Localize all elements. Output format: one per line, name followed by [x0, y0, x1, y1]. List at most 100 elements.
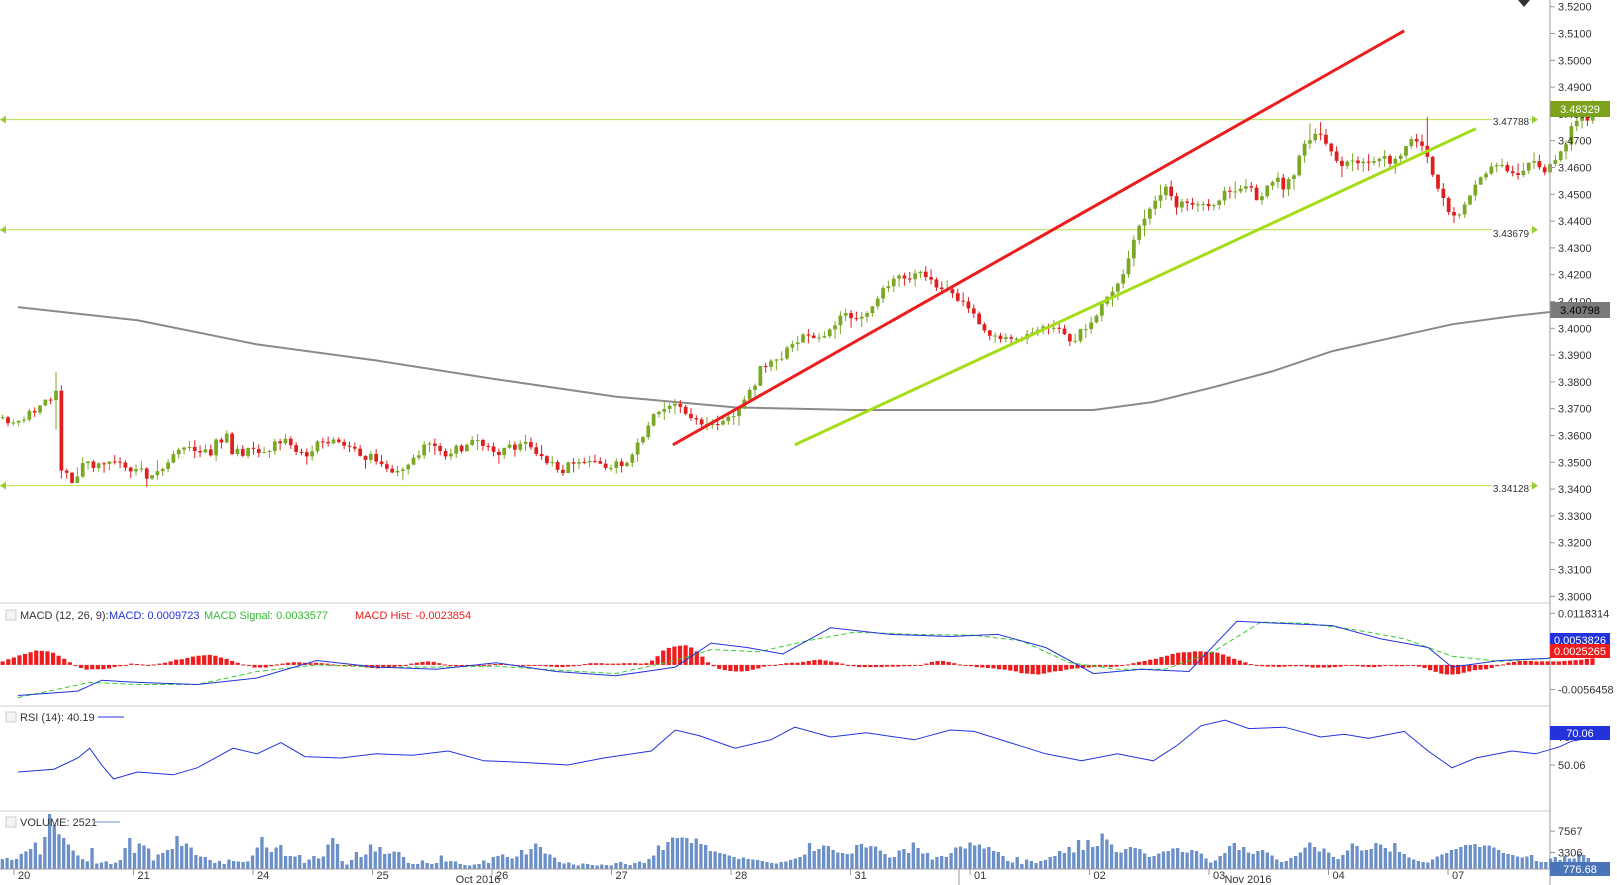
volume-bar [892, 857, 897, 869]
candle-body [304, 452, 309, 457]
volume-bar [1194, 851, 1199, 869]
volume-bar [250, 855, 255, 869]
collapse-box-icon[interactable] [5, 711, 17, 723]
volume-bar [1402, 854, 1406, 869]
macd-histogram-bar [1579, 659, 1584, 665]
volume-bar [1492, 847, 1496, 869]
candle-body [1254, 187, 1259, 201]
volume-bar [840, 853, 845, 869]
macd-histogram-bar [683, 645, 688, 665]
volume-bar [411, 864, 415, 869]
macd-histogram-bar [1461, 664, 1466, 673]
macd-histogram-bar [823, 660, 828, 665]
level-left-arrow-icon [0, 225, 6, 234]
volume-bar [1279, 862, 1284, 869]
volume-bar [1322, 848, 1326, 869]
candle-body [1137, 225, 1142, 240]
volume-bar [897, 850, 901, 869]
candle-body [1009, 337, 1013, 339]
macd-histogram-bar [1064, 664, 1069, 670]
candle-body [470, 440, 475, 445]
candle-body [657, 411, 661, 415]
macd-histogram-bar [946, 661, 951, 665]
volume-bar [496, 856, 500, 869]
candle-body [1212, 205, 1216, 207]
volume-bar [335, 844, 340, 869]
horizontal-levels[interactable] [0, 115, 1538, 490]
trendlines[interactable] [672, 29, 1477, 447]
macd-histogram-bar [1237, 660, 1242, 665]
volume-bar [982, 848, 986, 869]
volume-bar [1421, 862, 1425, 869]
chart-menu-chevron-down-icon[interactable] [1518, 0, 1530, 7]
candle-body [1345, 161, 1350, 166]
volume-bar [1449, 850, 1454, 869]
macd-histogram-bar [151, 664, 156, 666]
volume-bar [1298, 852, 1303, 869]
candle-body [1446, 198, 1451, 212]
macd-histogram-bar [123, 664, 128, 666]
macd-histogram-bar [521, 664, 526, 666]
volume-bar [326, 844, 330, 869]
macd-histogram-bar [1153, 658, 1158, 665]
volume-bar [670, 837, 675, 869]
volume-bar [864, 847, 868, 869]
candle-body [230, 433, 234, 454]
macd-histogram-bar [1148, 659, 1153, 665]
macd-histogram-bar [1103, 664, 1108, 667]
candle-body [918, 271, 923, 274]
volume-bars [0, 814, 1595, 869]
volume-bar [147, 848, 151, 869]
macd-histogram-bar [1013, 664, 1018, 672]
macd-histogram-bar [1131, 663, 1136, 665]
volume-bar [1171, 848, 1175, 869]
macd-histogram-bar [62, 658, 67, 665]
macd-histogram-bar [241, 664, 246, 666]
volume-bar [699, 844, 703, 869]
volume-bar [1364, 850, 1369, 869]
volume-bar [175, 836, 179, 869]
collapse-box-icon[interactable] [5, 609, 17, 621]
candle-body [923, 271, 928, 278]
macd-histogram-bar [739, 664, 744, 672]
date-tick-label: 02 [1094, 870, 1106, 882]
candle-body [256, 448, 261, 453]
candle-body [1121, 274, 1126, 284]
macd-line [17, 620, 1596, 696]
macd-histogram-bar [34, 650, 39, 665]
candle-body [779, 358, 784, 360]
candle-body [721, 421, 725, 425]
candle-body [1510, 171, 1515, 174]
collapse-box-icon[interactable] [5, 816, 17, 828]
candle-body [288, 438, 293, 446]
macd-histogram-bar [565, 664, 571, 667]
volume-bar [71, 850, 75, 869]
candle-body [1067, 334, 1072, 342]
candle-body [891, 278, 896, 287]
volume-bar [1086, 840, 1090, 869]
candle-body [763, 366, 768, 368]
macd-histogram-bar [1142, 660, 1147, 665]
macd-histogram-bar [778, 664, 783, 666]
candle-body [427, 443, 432, 445]
macd-histogram-bar [213, 655, 218, 665]
level-left-arrow-icon [0, 115, 6, 124]
volume-bar [973, 845, 977, 869]
candle-body [1169, 186, 1174, 197]
volume-bar [345, 864, 349, 869]
macd-histogram-bar [901, 664, 907, 667]
volume-bar [850, 853, 854, 869]
volume-bar [515, 856, 519, 869]
macd-histogram-bar [661, 650, 666, 665]
candle-body [1222, 190, 1227, 201]
macd-histogram-bar [168, 661, 173, 665]
volume-bar [397, 852, 401, 869]
macd-histogram-bar [879, 664, 884, 668]
candle-body [881, 288, 885, 299]
volume-bar [1294, 856, 1298, 869]
volume-bar [826, 846, 831, 869]
macd-histogram-bar [1254, 664, 1259, 666]
macd-histogram-bar [1500, 664, 1505, 666]
candle-body [1158, 195, 1163, 201]
